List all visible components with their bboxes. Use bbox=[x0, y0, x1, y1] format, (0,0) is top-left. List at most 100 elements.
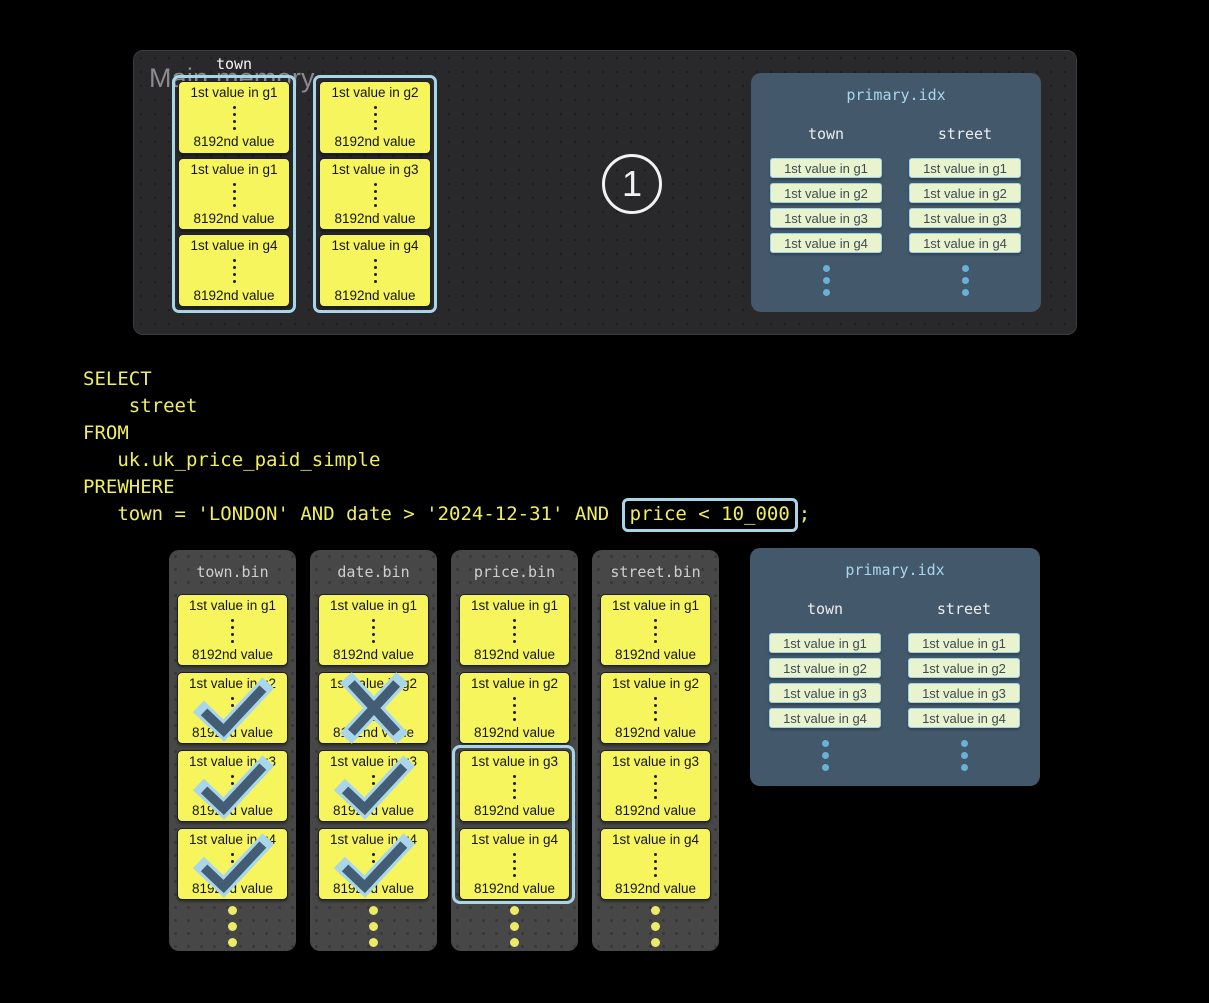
granule-last-value: 8192nd value bbox=[614, 880, 697, 896]
step-number: 1 bbox=[621, 163, 643, 204]
ellipsis-dots bbox=[373, 259, 377, 284]
granule-mark bbox=[178, 751, 287, 821]
granule-last-value: 8192nd value bbox=[193, 134, 275, 150]
check-icon bbox=[192, 755, 274, 820]
sql-line: uk.uk_price_paid_simple bbox=[83, 449, 381, 471]
ellipsis-dots bbox=[232, 105, 236, 130]
granule-block: 1st value in g2 8192nd value bbox=[459, 672, 570, 744]
ellipsis-dots bbox=[654, 696, 657, 721]
ellipsis-dots bbox=[513, 696, 516, 721]
granule-block: 1st value in g4 8192nd value bbox=[600, 828, 711, 900]
ellipsis-dots bbox=[513, 774, 516, 799]
index-entry: 1st value in g3 bbox=[908, 683, 1020, 703]
granule-first-value: 1st value in g1 bbox=[470, 598, 559, 613]
ellipsis-dots bbox=[654, 852, 657, 877]
ellipsis-dots bbox=[654, 774, 657, 799]
granule-first-value: 1st value in g3 bbox=[331, 161, 419, 177]
granule-first-value: 1st value in g2 bbox=[331, 85, 419, 100]
index-entry: 1st value in g4 bbox=[909, 233, 1021, 253]
granule-first-value: 1st value in g2 bbox=[611, 676, 700, 691]
ellipsis-dots bbox=[231, 618, 234, 643]
granule-first-value: 1st value in g4 bbox=[611, 832, 700, 847]
granule-block: 1st value in g4 8192nd value bbox=[177, 828, 288, 900]
granule-last-value: 8192nd value bbox=[334, 287, 416, 303]
granule-block: 1st value in g4 8192nd value bbox=[318, 828, 429, 900]
index-entry: 1st value in g3 bbox=[770, 208, 882, 228]
granule-first-value: 1st value in g4 bbox=[470, 832, 559, 847]
granule-mark bbox=[178, 673, 287, 743]
bin-town: town.bin 1st value in g1 8192nd value 1s… bbox=[169, 550, 296, 951]
granule-block: 1st value in g2 8192nd value bbox=[177, 672, 288, 744]
granule-block: 1st value in g3 8192nd value bbox=[318, 750, 429, 822]
granule-first-value: 1st value in g1 bbox=[329, 598, 418, 613]
granule-last-value: 8192nd value bbox=[614, 724, 697, 740]
granule-last-value: 8192nd value bbox=[614, 646, 697, 662]
bin-street: street.bin 1st value in g1 8192nd value … bbox=[592, 550, 719, 951]
granule-block: 1st value in g3 8192nd value bbox=[600, 750, 711, 822]
bin-price: price.bin 1st value in g1 8192nd value 1… bbox=[451, 550, 578, 951]
ellipsis-dots bbox=[373, 182, 377, 207]
index-entry: 1st value in g2 bbox=[909, 183, 1021, 203]
granule-block: 1st value in g2 8192nd value bbox=[318, 672, 429, 744]
index-entry: 1st value in g1 bbox=[908, 633, 1020, 653]
ellipsis-dots bbox=[169, 906, 296, 947]
index-column-header: street bbox=[936, 600, 992, 618]
ellipsis-dots bbox=[592, 906, 719, 947]
bin-header: town.bin bbox=[196, 563, 269, 581]
index-entry: 1st value in g4 bbox=[770, 233, 882, 253]
ellipsis-dots bbox=[769, 740, 881, 771]
granule-first-value: 1st value in g1 bbox=[190, 85, 278, 100]
ellipsis-dots bbox=[908, 740, 1020, 771]
index-column-town: town 1st value in g1 1st value in g2 1st… bbox=[769, 600, 881, 771]
ellipsis-dots bbox=[909, 265, 1021, 296]
granule-mark bbox=[319, 672, 428, 744]
granule-first-value: 1st value in g3 bbox=[470, 754, 559, 769]
granule-last-value: 8192nd value bbox=[193, 211, 275, 227]
granule-first-value: 1st value in g1 bbox=[190, 161, 278, 177]
bin-granules: 1st value in g1 8192nd value 1st value i… bbox=[177, 594, 288, 906]
ellipsis-dots bbox=[513, 618, 516, 643]
sql-line-predicates: town = 'LONDON' AND date > '2024-12-31' … bbox=[83, 498, 810, 532]
granule-block: 1st value in g2 8192nd value bbox=[600, 672, 711, 744]
granule-last-value: 8192nd value bbox=[473, 802, 556, 818]
granule-mark bbox=[178, 595, 287, 665]
granule-first-value: 1st value in g3 bbox=[611, 754, 700, 769]
primary-idx-box-top: primary.idx town 1st value in g1 1st val… bbox=[751, 73, 1041, 312]
memory-granule-stack-1: 1st value in g1 8192nd value 1st value i… bbox=[172, 75, 296, 313]
index-entry: 1st value in g4 bbox=[769, 708, 881, 728]
highlighted-predicate: price < 10_000 bbox=[621, 498, 798, 532]
primary-idx-title: primary.idx bbox=[845, 561, 945, 579]
bin-granules: 1st value in g1 8192nd value 1st value i… bbox=[600, 594, 711, 906]
index-entry: 1st value in g1 bbox=[909, 158, 1021, 178]
granule-last-value: 8192nd value bbox=[473, 880, 556, 896]
granule-last-value: 8192nd value bbox=[473, 724, 556, 740]
granule-last-value: 8192nd value bbox=[334, 211, 416, 227]
granule-mark bbox=[319, 595, 428, 665]
granule-block: 1st value in g3 8192nd value bbox=[459, 750, 570, 822]
index-column-header: street bbox=[937, 125, 993, 143]
index-entry: 1st value in g2 bbox=[908, 658, 1020, 678]
granule-last-value: 8192nd value bbox=[334, 134, 416, 150]
index-column-header: town bbox=[806, 600, 844, 618]
granule-block: 1st value in g4 8192nd value bbox=[178, 234, 290, 308]
bin-granules: 1st value in g1 8192nd value 1st value i… bbox=[318, 594, 429, 906]
sql-line: FROM bbox=[83, 422, 129, 444]
granule-mark bbox=[178, 829, 287, 899]
index-column-street: street 1st value in g1 1st value in g2 1… bbox=[909, 125, 1021, 296]
bin-date: date.bin 1st value in g1 8192nd value 1s… bbox=[310, 550, 437, 951]
index-entry: 1st value in g1 bbox=[769, 633, 881, 653]
check-icon bbox=[333, 833, 415, 898]
granule-first-value: 1st value in g1 bbox=[611, 598, 700, 613]
primary-idx-box-bottom: primary.idx town 1st value in g1 1st val… bbox=[750, 548, 1040, 786]
bin-header: street.bin bbox=[610, 563, 701, 581]
primary-idx-title: primary.idx bbox=[846, 86, 946, 104]
bin-granules: 1st value in g1 8192nd value 1st value i… bbox=[459, 594, 570, 906]
granule-block: 1st value in g4 8192nd value bbox=[459, 828, 570, 900]
sql-line: PREWHERE bbox=[83, 476, 175, 498]
granule-mark bbox=[319, 751, 428, 821]
granule-first-value: 1st value in g2 bbox=[470, 676, 559, 691]
ellipsis-dots bbox=[232, 259, 236, 284]
index-column-header: town bbox=[807, 125, 845, 143]
granule-block: 1st value in g3 8192nd value bbox=[319, 157, 431, 231]
granule-last-value: 8192nd value bbox=[473, 646, 556, 662]
